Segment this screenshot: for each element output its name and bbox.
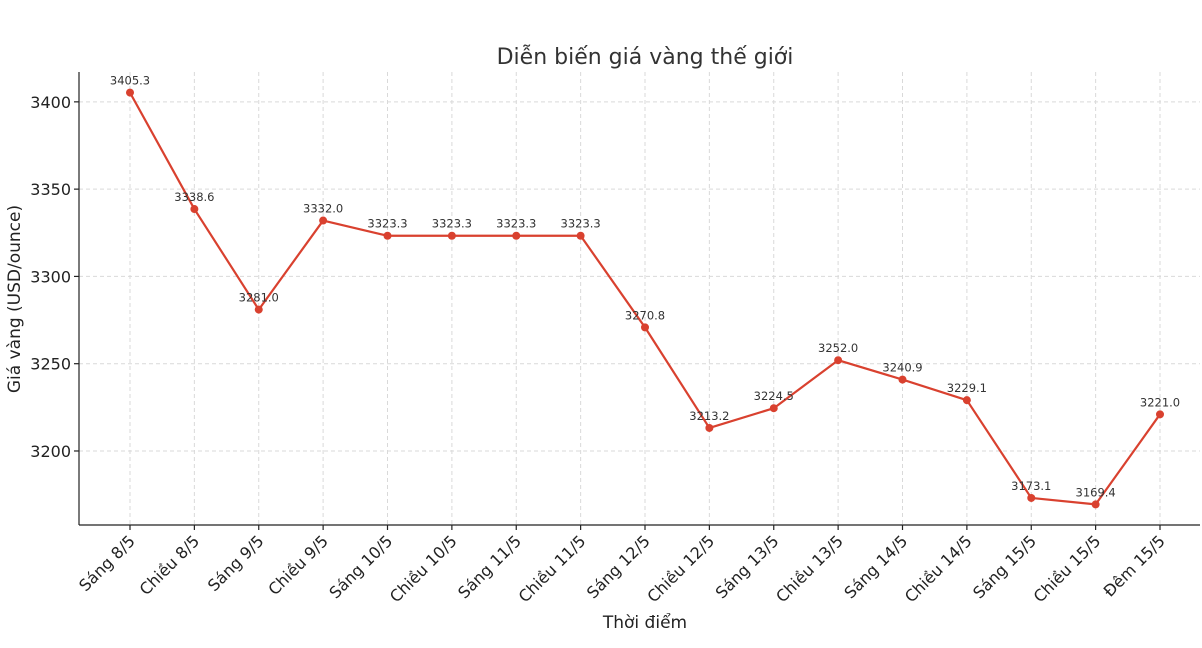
grid-layer xyxy=(79,72,1200,525)
x-tick-label: Chiều 12/5 xyxy=(643,531,718,606)
x-tick-label: Chiều 13/5 xyxy=(772,531,847,606)
data-point xyxy=(254,305,263,314)
y-tick-label: 3400 xyxy=(30,93,71,112)
data-point xyxy=(190,205,199,214)
data-point xyxy=(383,231,392,240)
y-tick-label: 3250 xyxy=(30,355,71,374)
data-point xyxy=(1027,493,1036,502)
data-point xyxy=(769,404,778,413)
x-tick-label: Chiều 9/5 xyxy=(264,531,332,599)
data-label: 3323.3 xyxy=(496,217,536,231)
data-point xyxy=(1091,500,1100,509)
data-point xyxy=(512,231,521,240)
data-label: 3323.3 xyxy=(432,217,472,231)
x-tick-label: Đêm 15/5 xyxy=(1100,531,1169,600)
data-label: 3252.0 xyxy=(818,341,858,355)
data-label: 3224.5 xyxy=(754,389,794,403)
data-label: 3240.9 xyxy=(882,361,922,375)
data-point xyxy=(898,375,907,384)
x-tick-label: Chiều 14/5 xyxy=(901,531,976,606)
data-point xyxy=(962,396,971,405)
data-point xyxy=(447,231,456,240)
x-tick-label: Chiều 10/5 xyxy=(386,531,461,606)
data-label: 3323.3 xyxy=(561,217,601,231)
y-tick-label: 3200 xyxy=(30,442,71,461)
data-point xyxy=(319,216,328,225)
chart-title: Diễn biến giá vàng thế giới xyxy=(497,44,794,70)
y-ticks: 3200 3250 3300 3350 3400 xyxy=(30,93,79,461)
data-point xyxy=(834,356,843,365)
x-tick-label: Chiều 15/5 xyxy=(1030,531,1105,606)
x-tick-label: Sáng 8/5 xyxy=(75,531,139,595)
series-layer xyxy=(126,88,1164,509)
data-label: 3338.6 xyxy=(174,190,214,204)
y-tick-label: 3300 xyxy=(30,267,71,286)
data-point xyxy=(126,88,134,97)
x-tick-label: Chiều 8/5 xyxy=(136,531,204,599)
data-label: 3332.0 xyxy=(303,202,343,216)
data-point xyxy=(641,323,649,332)
data-label: 3221.0 xyxy=(1140,395,1180,409)
data-label: 3229.1 xyxy=(947,381,987,395)
data-label: 3270.8 xyxy=(625,308,665,322)
axes-layer xyxy=(78,72,1200,526)
data-label: 3173.1 xyxy=(1011,479,1051,493)
data-label: 3281.0 xyxy=(239,291,279,305)
data-point xyxy=(705,423,714,432)
data-label: 3169.4 xyxy=(1076,485,1116,499)
data-label: 3323.3 xyxy=(367,217,407,231)
y-tick-label: 3350 xyxy=(30,180,71,199)
x-axis-label: Thời điểm xyxy=(602,612,687,633)
x-tick-label: Sáng 9/5 xyxy=(204,531,268,595)
data-point xyxy=(576,231,585,240)
x-tick-label: Chiều 11/5 xyxy=(515,531,590,606)
data-label: 3405.3 xyxy=(110,74,150,88)
data-point xyxy=(1156,410,1164,419)
y-axis-label: Giá vàng (USD/ounce) xyxy=(5,205,25,393)
data-label: 3213.2 xyxy=(689,409,729,423)
data-labels: 3405.3 3338.6 3281.0 3332.0 3323.3 3323.3 3323… xyxy=(110,74,1180,500)
